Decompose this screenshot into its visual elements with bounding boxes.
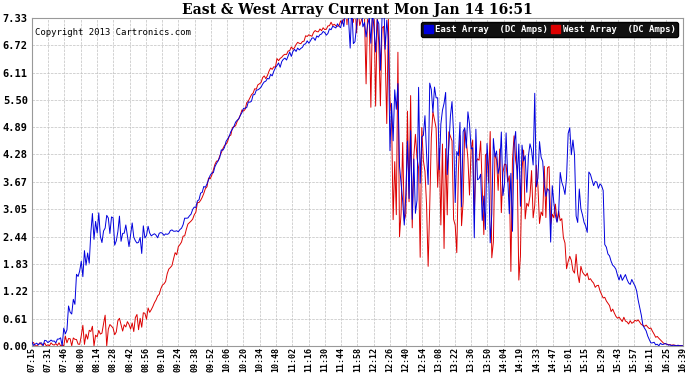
Legend: East Array  (DC Amps), West Array  (DC Amps): East Array (DC Amps), West Array (DC Amp… — [421, 22, 678, 37]
Text: Copyright 2013 Cartronics.com: Copyright 2013 Cartronics.com — [35, 28, 191, 37]
Title: East & West Array Current Mon Jan 14 16:51: East & West Array Current Mon Jan 14 16:… — [182, 3, 533, 17]
